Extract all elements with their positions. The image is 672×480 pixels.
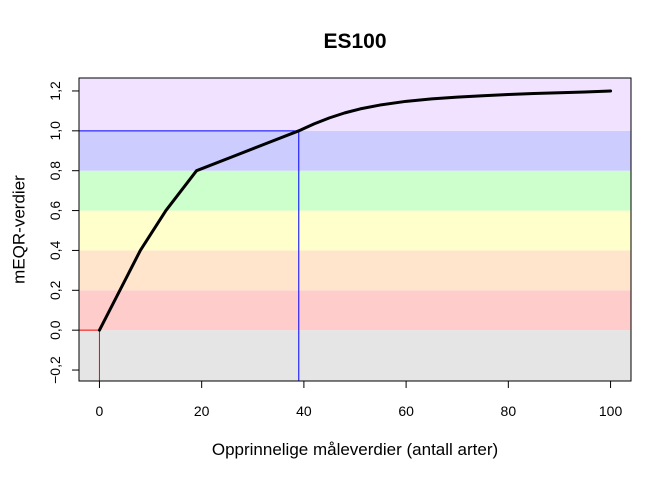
chart-title: ES100: [323, 30, 386, 53]
y-axis-title: mEQR-verdier: [10, 175, 29, 284]
y-tick-label: −0,2: [47, 356, 63, 384]
y-tick-label: 1,0: [47, 121, 63, 141]
x-tick-label: 20: [194, 403, 210, 419]
x-axis: 0 20 40 60 80 100: [96, 380, 623, 419]
band-red: [79, 290, 631, 331]
x-tick-label: 60: [398, 403, 414, 419]
y-tick-label: 0,8: [47, 161, 63, 181]
x-tick-label: 100: [599, 403, 623, 419]
y-axis: −0,2 0,0 0,2 0,4 0,6 0,8 1,0 1,2: [47, 81, 80, 384]
band-yellow: [79, 210, 631, 251]
band-blue: [79, 130, 631, 171]
x-tick-label: 0: [96, 403, 104, 419]
y-tick-label: 0,0: [47, 320, 63, 340]
background-bands: [79, 78, 631, 381]
band-green: [79, 170, 631, 211]
band-orange: [79, 250, 631, 291]
y-tick-label: 0,2: [47, 280, 63, 300]
band-grey: [79, 330, 631, 381]
band-violet: [79, 78, 631, 131]
x-tick-label: 80: [501, 403, 517, 419]
x-tick-label: 40: [296, 403, 312, 419]
x-axis-title: Opprinnelige måleverdier (antall arter): [212, 440, 498, 459]
series-line-1: [97, 89, 613, 332]
y-tick-label: 1,2: [47, 81, 63, 101]
y-tick-label: 0,4: [47, 240, 63, 260]
y-tick-label: 0,6: [47, 201, 63, 221]
series-layer: [97, 89, 613, 332]
